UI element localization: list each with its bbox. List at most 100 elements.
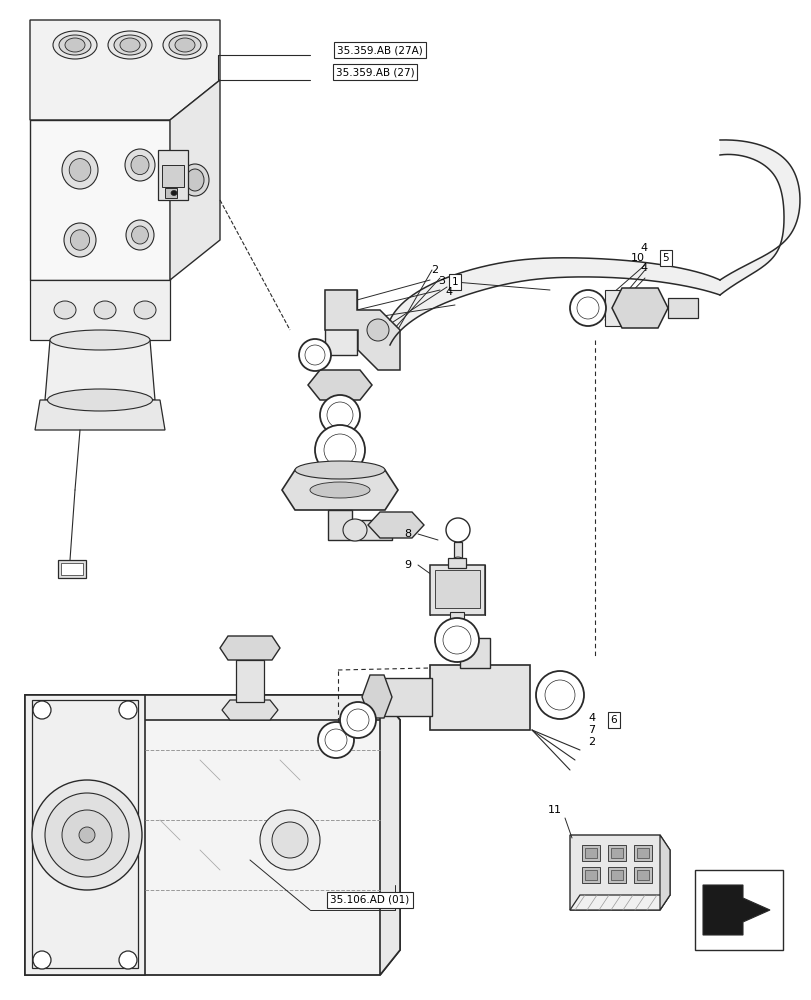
Circle shape [324, 434, 355, 466]
Bar [351, 520, 392, 540]
Polygon shape [719, 140, 799, 295]
Text: 4: 4 [445, 287, 452, 297]
Polygon shape [569, 895, 669, 910]
Circle shape [33, 701, 51, 719]
Circle shape [346, 709, 368, 731]
Ellipse shape [134, 301, 156, 319]
Circle shape [298, 339, 331, 371]
Bar [610, 870, 622, 880]
Polygon shape [25, 695, 145, 975]
Polygon shape [30, 20, 220, 120]
Bar [328, 510, 351, 540]
Circle shape [320, 395, 359, 435]
Bar [32, 700, 138, 968]
Ellipse shape [171, 191, 177, 196]
Bar [435, 570, 479, 608]
Circle shape [324, 729, 346, 751]
Bar [324, 290, 357, 355]
Bar [430, 565, 484, 615]
Ellipse shape [186, 169, 204, 191]
Ellipse shape [453, 557, 462, 563]
Ellipse shape [120, 38, 139, 52]
Bar [236, 660, 264, 702]
Text: 35.359.AB (27): 35.359.AB (27) [335, 67, 414, 77]
Bar [58, 560, 86, 578]
Polygon shape [702, 885, 769, 935]
Ellipse shape [59, 35, 91, 55]
Text: 9: 9 [404, 560, 411, 570]
Bar [633, 845, 651, 861]
Circle shape [315, 425, 365, 475]
Text: 35.359.AB (27A): 35.359.AB (27A) [337, 45, 423, 55]
Polygon shape [25, 695, 400, 975]
Circle shape [445, 518, 470, 542]
Bar [162, 165, 184, 187]
Bar [380, 678, 431, 716]
Circle shape [340, 702, 375, 738]
Bar [158, 150, 188, 200]
Polygon shape [611, 288, 667, 328]
Ellipse shape [47, 389, 152, 411]
Bar [633, 867, 651, 883]
Circle shape [535, 671, 583, 719]
Polygon shape [659, 835, 669, 910]
Polygon shape [30, 120, 169, 280]
Circle shape [544, 680, 574, 710]
Polygon shape [221, 700, 277, 720]
Polygon shape [569, 835, 669, 910]
Text: 4: 4 [588, 713, 594, 723]
Text: 10: 10 [630, 253, 644, 263]
Polygon shape [220, 636, 280, 660]
Ellipse shape [62, 151, 98, 189]
Ellipse shape [54, 301, 76, 319]
Ellipse shape [125, 149, 155, 181]
Ellipse shape [108, 31, 152, 59]
Circle shape [79, 827, 95, 843]
Ellipse shape [71, 230, 89, 250]
Text: 7: 7 [588, 725, 594, 735]
Circle shape [62, 810, 112, 860]
Ellipse shape [126, 220, 154, 250]
Bar [584, 848, 596, 858]
Ellipse shape [175, 38, 195, 52]
Polygon shape [169, 80, 220, 280]
Bar [610, 848, 622, 858]
Text: 8: 8 [404, 529, 411, 539]
Text: 5: 5 [662, 253, 668, 263]
Circle shape [443, 626, 470, 654]
Polygon shape [30, 280, 169, 340]
Ellipse shape [163, 31, 207, 59]
Text: 11: 11 [547, 805, 561, 815]
Ellipse shape [50, 330, 150, 350]
Ellipse shape [94, 301, 116, 319]
Ellipse shape [64, 223, 96, 257]
Text: 3: 3 [438, 276, 445, 286]
Ellipse shape [131, 155, 148, 175]
Bar [607, 867, 625, 883]
Bar [61, 563, 83, 575]
Bar [165, 188, 177, 198]
Circle shape [260, 810, 320, 870]
Circle shape [45, 793, 129, 877]
Bar [453, 542, 461, 560]
Circle shape [119, 951, 137, 969]
Circle shape [318, 722, 354, 758]
Text: 35.106.AD (01): 35.106.AD (01) [330, 895, 409, 905]
Polygon shape [45, 340, 155, 400]
Ellipse shape [65, 38, 85, 52]
Circle shape [33, 951, 51, 969]
Bar [667, 298, 697, 318]
Circle shape [305, 345, 324, 365]
Ellipse shape [53, 31, 97, 59]
Bar [584, 870, 596, 880]
Bar [607, 845, 625, 861]
Circle shape [577, 297, 599, 319]
Polygon shape [389, 258, 719, 345]
Text: 1: 1 [451, 277, 457, 287]
Bar [636, 870, 648, 880]
Ellipse shape [310, 482, 370, 498]
Text: 2: 2 [431, 265, 438, 275]
Circle shape [32, 780, 142, 890]
Bar [448, 558, 466, 568]
Ellipse shape [169, 35, 201, 55]
